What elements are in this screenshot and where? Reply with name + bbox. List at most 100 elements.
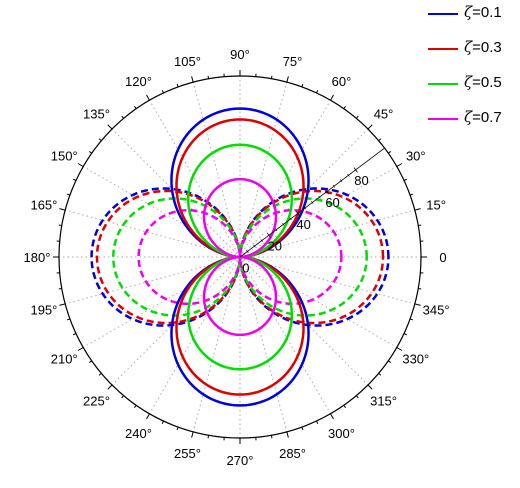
radial-minor-tick: [340, 179, 343, 183]
angle-tick-label: 150°: [51, 149, 78, 164]
angle-tick-label: 345°: [423, 303, 450, 318]
zeta-symbol: ζ: [464, 38, 473, 56]
angle-minor-tick: [403, 178, 407, 181]
grid-spoke: [192, 256, 241, 432]
angle-minor-tick: [301, 83, 304, 88]
angle-tick-label: 105°: [174, 54, 201, 69]
angle-tick-label: 195°: [30, 303, 57, 318]
radial-tick: [324, 189, 329, 195]
angle-minor-tick: [88, 151, 93, 154]
angle-minor-tick: [134, 404, 137, 409]
series-dashed-curve: [137, 208, 343, 306]
grid-spoke: [239, 256, 415, 305]
legend-item: ζ=0.1: [424, 2, 520, 37]
angle-major-tick: [330, 94, 334, 101]
angle-tick-label: 30°: [406, 149, 426, 164]
zeta-symbol: ζ: [464, 108, 473, 126]
angle-minor-tick: [355, 115, 359, 119]
angle-major-tick: [107, 124, 113, 130]
angle-minor-tick: [98, 138, 102, 142]
grid-spoke: [239, 166, 398, 258]
grid-spoke: [192, 82, 241, 258]
angle-minor-tick: [387, 151, 392, 154]
angle-tick-label: 0: [439, 250, 446, 265]
legend-item: ζ=0.7: [424, 107, 520, 142]
angle-tick-label: 180°: [24, 250, 51, 265]
legend-swatch: [428, 83, 458, 85]
angle-tick-label: 330°: [402, 352, 429, 367]
angle-tick-label: 300°: [328, 426, 355, 441]
angle-minor-tick: [387, 360, 392, 363]
angle-tick-label: 315°: [370, 394, 397, 409]
series-dashed-curve: [112, 197, 368, 317]
radial-minor-tick: [303, 206, 307, 210]
legend-value: =0.5: [472, 74, 502, 91]
angle-major-tick: [59, 303, 66, 306]
radial-minor-tick: [332, 184, 336, 188]
grid-spoke: [239, 256, 331, 415]
radial-minor-tick: [311, 201, 314, 204]
series-dashed-curve: [95, 189, 385, 325]
angle-minor-tick: [301, 426, 304, 431]
legend-label: ζ=0.1: [464, 3, 502, 21]
legend-label: ζ=0.7: [464, 108, 502, 126]
grid-spoke: [239, 99, 331, 258]
grid-spoke: [239, 256, 398, 348]
angle-minor-tick: [343, 105, 346, 110]
grid-spoke: [149, 256, 241, 415]
legend-label: ζ=0.5: [464, 73, 502, 91]
radial-tick-label: 20: [267, 239, 281, 254]
angle-major-tick: [77, 163, 84, 167]
angle-tick-label: 120°: [125, 74, 152, 89]
angle-tick-label: 240°: [125, 426, 152, 441]
angle-minor-tick: [161, 90, 164, 94]
angle-minor-tick: [66, 318, 71, 321]
grid-spoke: [149, 99, 241, 258]
angle-tick-label: 285°: [279, 446, 306, 461]
angle-minor-tick: [58, 287, 62, 290]
angle-minor-tick: [409, 193, 414, 196]
legend-label: ζ=0.3: [464, 38, 502, 56]
angle-major-tick: [330, 413, 334, 420]
angle-minor-tick: [58, 224, 62, 227]
legend-swatch: [428, 118, 458, 120]
angle-tick-label: 135°: [83, 106, 110, 121]
angle-major-tick: [414, 303, 421, 306]
angle-minor-tick: [121, 115, 125, 119]
angle-minor-tick: [378, 138, 382, 142]
angle-tick-label: 270°: [227, 453, 254, 468]
legend: ζ=0.1 ζ=0.3 ζ=0.5 ζ=0.7: [424, 2, 520, 142]
zeta-symbol: ζ: [464, 3, 473, 21]
angle-major-tick: [396, 163, 403, 167]
angle-minor-tick: [161, 420, 164, 424]
angle-minor-tick: [88, 360, 93, 363]
angle-minor-tick: [207, 435, 210, 439]
angle-major-tick: [396, 347, 403, 351]
legend-item: ζ=0.3: [424, 37, 520, 72]
angle-minor-tick: [355, 395, 359, 399]
angle-major-tick: [286, 76, 289, 83]
angle-major-tick: [77, 347, 84, 351]
angle-tick-label: 60°: [332, 74, 352, 89]
angle-major-tick: [107, 384, 113, 390]
grid-spoke: [239, 256, 288, 432]
angle-major-tick: [191, 76, 194, 83]
radial-minor-tick: [318, 195, 321, 199]
angle-minor-tick: [73, 178, 77, 181]
radial-tick: [266, 232, 272, 238]
angle-minor-tick: [66, 193, 71, 196]
angle-minor-tick: [134, 105, 137, 110]
radial-tick-label: 60: [325, 195, 339, 210]
angle-minor-tick: [409, 318, 414, 321]
legend-value: =0.3: [472, 39, 502, 56]
angle-tick-label: 255°: [174, 446, 201, 461]
radial-tick: [295, 210, 300, 217]
angle-major-tick: [146, 94, 150, 101]
legend-value: =0.1: [472, 4, 502, 21]
angle-minor-tick: [98, 372, 102, 376]
grid-spoke: [65, 209, 241, 258]
angle-tick-label: 15°: [426, 197, 446, 212]
radial-minor-tick: [246, 250, 249, 253]
angle-tick-label: 45°: [374, 106, 394, 121]
